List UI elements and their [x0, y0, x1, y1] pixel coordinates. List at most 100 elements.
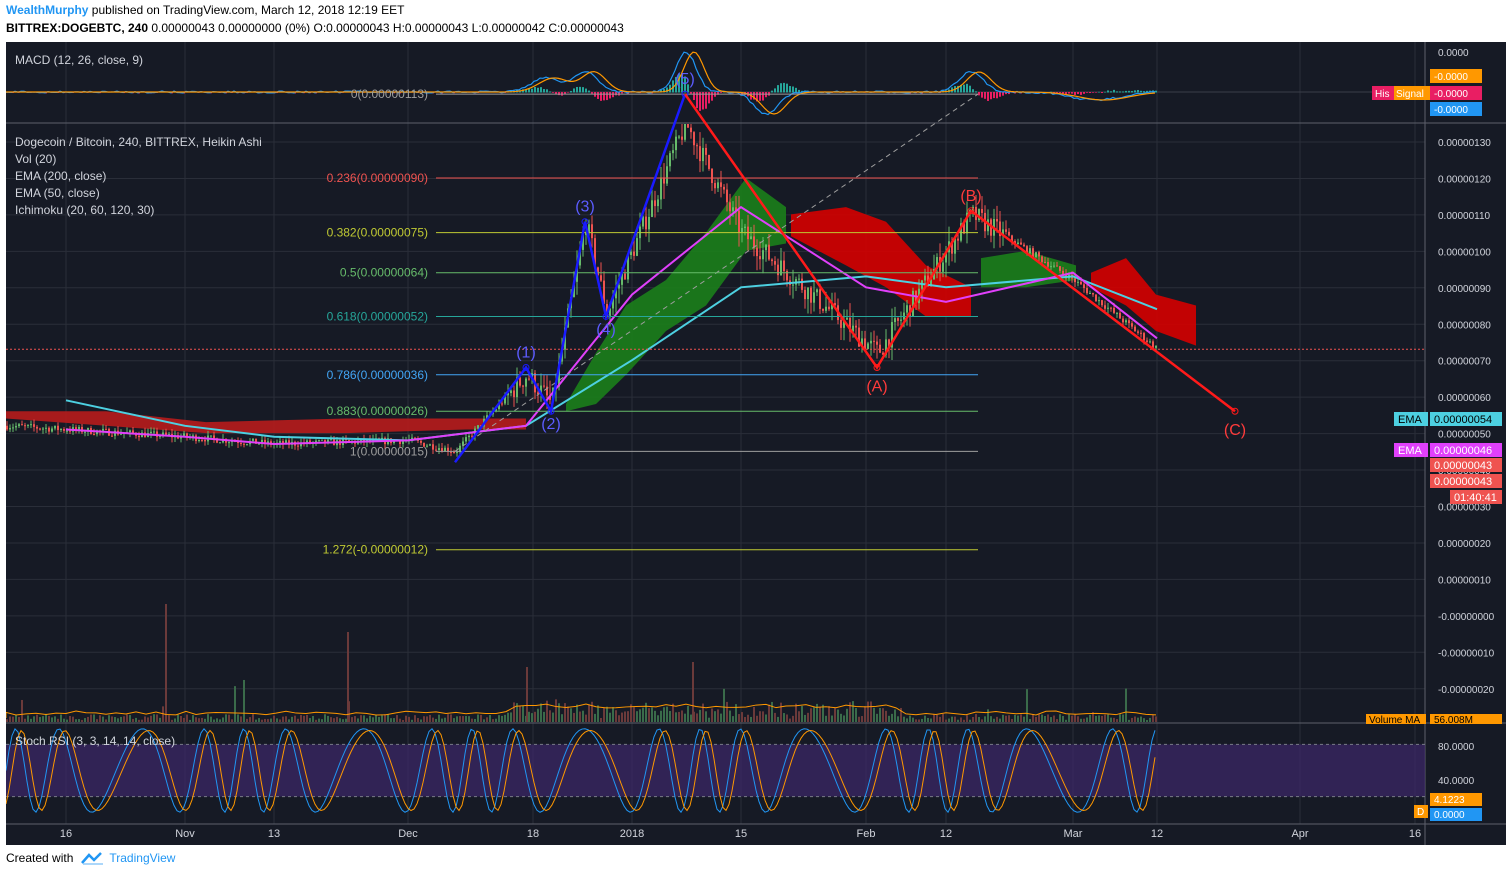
macd-hist-tag	[1372, 86, 1394, 100]
legend-ichimoku: Ichimoku (20, 60, 120, 30)	[15, 203, 154, 217]
volume-bar	[1062, 715, 1064, 722]
volume-bar	[1002, 714, 1004, 722]
volume-bar	[951, 716, 953, 722]
fib-level-label: 1.272(-0.00000012)	[323, 543, 428, 557]
volume-bar	[1014, 714, 1016, 722]
macd-hist-bar	[540, 87, 542, 93]
volume-bar	[573, 712, 575, 722]
candle-body	[753, 236, 755, 248]
volume-bar	[558, 703, 560, 722]
volume-bar	[1029, 718, 1031, 722]
candle-body	[858, 327, 860, 347]
candle-body	[675, 136, 677, 151]
chart-area[interactable]: 0(0.00000113) 0.236(0.00000090) 0.382(0.00…	[6, 42, 1506, 845]
candle-body	[771, 259, 773, 262]
volume-bar	[381, 715, 383, 722]
tradingview-link[interactable]: TradingView	[81, 851, 175, 865]
macd-hist-bar	[981, 92, 983, 98]
macd-hist-bar	[606, 92, 608, 101]
candle-body	[417, 439, 419, 441]
candle-body	[102, 428, 104, 431]
volume-bar	[807, 712, 809, 722]
volume-bar	[594, 713, 596, 722]
candle-body	[111, 435, 113, 437]
macd-hist-bar	[519, 90, 521, 93]
volume-bar	[1068, 714, 1070, 722]
y-tick-label: 0.00000030	[1438, 503, 1491, 514]
candle-body	[447, 447, 449, 452]
volume-bar	[654, 710, 656, 722]
candle-body	[528, 378, 530, 380]
volume-bar	[945, 719, 947, 722]
cloud-red-early	[6, 411, 526, 434]
candle-body	[825, 306, 827, 311]
volume-bar	[546, 700, 548, 722]
candle-body	[1026, 246, 1028, 254]
volume-bar	[288, 719, 290, 722]
volume-bar	[657, 715, 659, 722]
macd-hist-bar	[576, 86, 578, 93]
candle-body	[891, 322, 893, 348]
volume-bar	[441, 718, 443, 722]
candle-body	[1104, 305, 1106, 309]
macd-hist-bar	[1050, 91, 1052, 93]
candle-body	[1155, 345, 1157, 348]
legend-ema50: EMA (50, close)	[15, 186, 100, 200]
volume-bar	[840, 713, 842, 722]
volume-bar	[432, 717, 434, 722]
volume-bar	[534, 711, 536, 722]
volume-bar	[522, 705, 524, 722]
candle-body	[1059, 266, 1061, 271]
volume-bar	[861, 716, 863, 722]
volume-bar	[399, 718, 401, 722]
candle-body	[51, 428, 53, 432]
volume-bar	[810, 708, 812, 722]
volume-bar	[597, 705, 599, 722]
volume-bar	[1089, 714, 1091, 722]
volume-bar	[576, 704, 578, 722]
candle-body	[507, 393, 509, 396]
candle-body	[558, 361, 560, 387]
volume-bar	[540, 703, 542, 722]
macd-hist-bar	[1119, 91, 1121, 93]
volume-bar	[453, 718, 455, 722]
candle-body	[477, 425, 479, 429]
macd-hist-bar	[549, 91, 551, 93]
volume-bar	[834, 707, 836, 722]
volume-bar	[669, 710, 671, 722]
candle-body	[1098, 300, 1100, 302]
candle-body	[168, 434, 170, 436]
volume-bar	[456, 716, 458, 722]
macd-hist-bar	[1086, 92, 1088, 93]
volume-bar	[798, 711, 800, 722]
candle-body	[648, 216, 650, 230]
volume-bar	[354, 716, 356, 722]
author-link[interactable]: WealthMurphy	[6, 3, 89, 17]
volume-bar	[447, 714, 449, 722]
volume-bar	[267, 719, 269, 722]
volume-bar	[444, 717, 446, 722]
volume-bar	[1110, 717, 1112, 722]
volume-bar	[48, 716, 50, 722]
macd-hist-bar	[789, 86, 791, 93]
macd-title: MACD (12, 26, close, 9)	[15, 53, 143, 67]
macd-hist-bar	[1092, 92, 1094, 93]
candle-body	[960, 223, 962, 241]
macd-hist-bar	[786, 83, 788, 93]
macd-hist-bar	[1074, 92, 1076, 95]
macd-hist-bar	[1056, 92, 1058, 93]
candle-body	[369, 439, 371, 442]
macd-hist-bar	[669, 84, 671, 93]
candle-body	[963, 223, 965, 234]
volume-bar	[894, 709, 896, 722]
candle-body	[603, 280, 605, 305]
corrective-wave-label: (C)	[1224, 422, 1246, 439]
volume-bar	[942, 714, 944, 722]
macd-hist-bar	[528, 88, 530, 93]
candle-body	[1128, 320, 1130, 324]
macd-hist-bar	[555, 92, 557, 95]
volume-bar	[747, 714, 749, 722]
candle-body	[315, 440, 317, 443]
volume-bar	[1122, 714, 1124, 722]
macd-hist-bar	[1065, 92, 1067, 95]
